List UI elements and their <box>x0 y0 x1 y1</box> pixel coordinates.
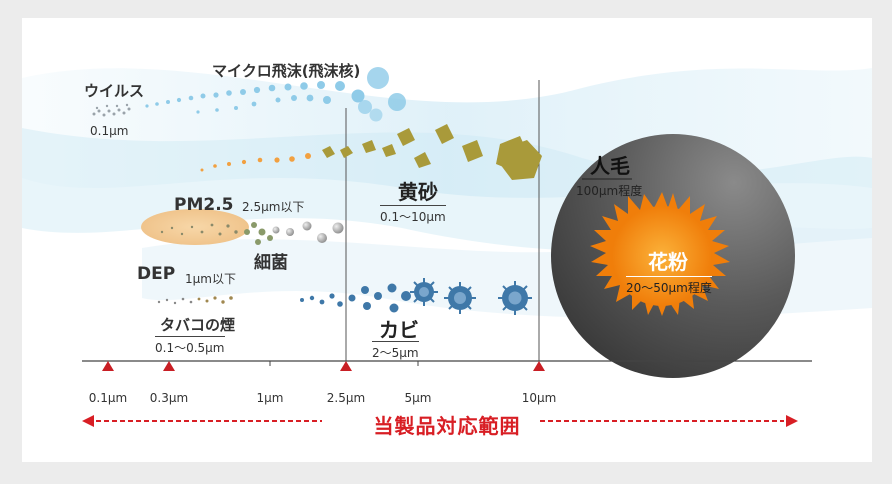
mold-size: 2〜5μm <box>372 341 419 361</box>
pm25-cloud <box>141 209 249 245</box>
bacteria-label: 細菌 <box>254 253 288 273</box>
droplet-particles <box>145 67 406 122</box>
mold-particles <box>300 278 532 315</box>
tobacco-label: タバコの煙 <box>160 316 236 334</box>
pollen-burst <box>590 192 730 316</box>
range-arrow-right <box>540 415 798 427</box>
hair-label: 人毛 <box>590 154 630 178</box>
particle-size-diagram: マイクロ飛沫(飛沫核) ウイルス 0.1μm 黄砂 0.1〜10μm PM2.5… <box>22 18 872 462</box>
dep-particles <box>160 223 238 236</box>
tick-label-1um: 1μm <box>256 391 284 405</box>
droplet-label: マイクロ飛沫(飛沫核) <box>212 62 361 80</box>
dep-label: DEP <box>137 264 176 284</box>
product-range-label: 当製品対応範囲 <box>373 414 521 438</box>
tick-label-0-3um: 0.3μm <box>149 391 189 405</box>
pm25-label: PM2.5 <box>174 195 234 215</box>
pollen-size: 20〜50μm程度 <box>626 276 712 296</box>
scale-ticks <box>269 361 419 366</box>
sand-particles <box>200 124 542 180</box>
tobacco-size: 0.1〜0.5μm <box>155 336 225 356</box>
tick-label-0-1um: 0.1μm <box>88 391 128 405</box>
yellow-sand-label: 黄砂 <box>398 180 438 204</box>
tick-label-10um: 10μm <box>521 391 557 405</box>
virus-label: ウイルス <box>84 82 145 100</box>
scale-markers <box>102 361 545 371</box>
virus-particles <box>92 103 131 117</box>
mold-label: カビ <box>379 318 419 342</box>
tick-label-5um: 5μm <box>404 391 432 405</box>
pollen-label: 花粉 <box>648 250 688 274</box>
yellow-sand-size: 0.1〜10μm <box>380 205 446 227</box>
virus-size: 0.1μm <box>90 124 129 138</box>
dep-size: 1μm以下 <box>185 272 236 286</box>
tick-label-2-5um: 2.5μm <box>326 391 366 405</box>
range-arrow-left <box>82 415 322 427</box>
pm25-size: 2.5μm以下 <box>242 200 305 214</box>
hair-size: 100μm程度 <box>576 184 643 198</box>
tobacco-particles <box>157 296 233 305</box>
bacteria-particles <box>244 221 344 245</box>
diagram-graphics <box>22 67 872 427</box>
